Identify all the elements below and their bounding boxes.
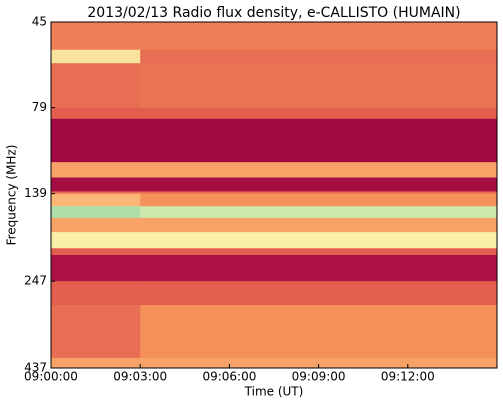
y-tick-label: 45 — [32, 15, 47, 29]
heatmap-cell — [51, 217, 141, 233]
heatmap-cell — [140, 191, 498, 195]
heatmap-cell — [51, 193, 141, 207]
heatmap-cell — [51, 22, 141, 51]
heatmap-cell — [51, 248, 141, 256]
heatmap-cell — [51, 206, 141, 219]
heatmap-cell — [51, 107, 141, 120]
x-tick-label: 09:09:00 — [292, 370, 346, 384]
x-tick-label: 09:12:00 — [381, 370, 435, 384]
heatmap-cell — [51, 118, 141, 163]
heatmap-cell — [140, 248, 498, 256]
chart-title: 2013/02/13 Radio flux density, e-CALLIST… — [87, 5, 460, 21]
heatmap-cell — [51, 63, 141, 109]
heatmap-cell — [51, 281, 141, 306]
heatmap-cell — [140, 305, 498, 359]
x-tick-label: 09:00:00 — [24, 370, 78, 384]
heatmap-cell — [140, 281, 498, 306]
heatmap-cell — [51, 305, 141, 359]
heatmap-cell — [140, 107, 498, 120]
heatmap-cell — [140, 217, 498, 233]
y-tick-label: 139 — [24, 186, 47, 200]
heatmap-cell — [140, 232, 498, 249]
heatmap-cell — [51, 162, 141, 178]
y-tick-label: 437 — [24, 361, 47, 375]
heatmap-cell — [140, 162, 498, 178]
heatmap-cell — [140, 193, 498, 207]
heatmap-cell — [140, 118, 498, 163]
heatmap-cell — [140, 63, 498, 109]
heatmap-cell — [51, 49, 141, 64]
x-axis-label: Time (UT) — [244, 385, 304, 399]
heatmap-cell — [140, 22, 498, 51]
heatmap-cell — [140, 357, 498, 369]
x-tick-label: 09:03:00 — [113, 370, 167, 384]
heatmap-cell — [51, 357, 141, 369]
y-tick-label: 79 — [32, 100, 47, 114]
heatmap-cell — [140, 206, 498, 219]
heatmap-cell — [51, 177, 141, 192]
x-tick-label: 09:06:00 — [202, 370, 256, 384]
heatmap-cell — [51, 232, 141, 249]
y-axis-label: Frequency (MHz) — [5, 145, 19, 246]
plot-frame — [50, 21, 498, 369]
heatmap-cell — [140, 255, 498, 282]
heatmap-cell — [51, 255, 141, 282]
heatmap-cell — [140, 177, 498, 192]
y-tick-label: 247 — [24, 274, 47, 288]
heatmap-cell — [140, 49, 498, 64]
heatmap-cell — [51, 191, 141, 195]
